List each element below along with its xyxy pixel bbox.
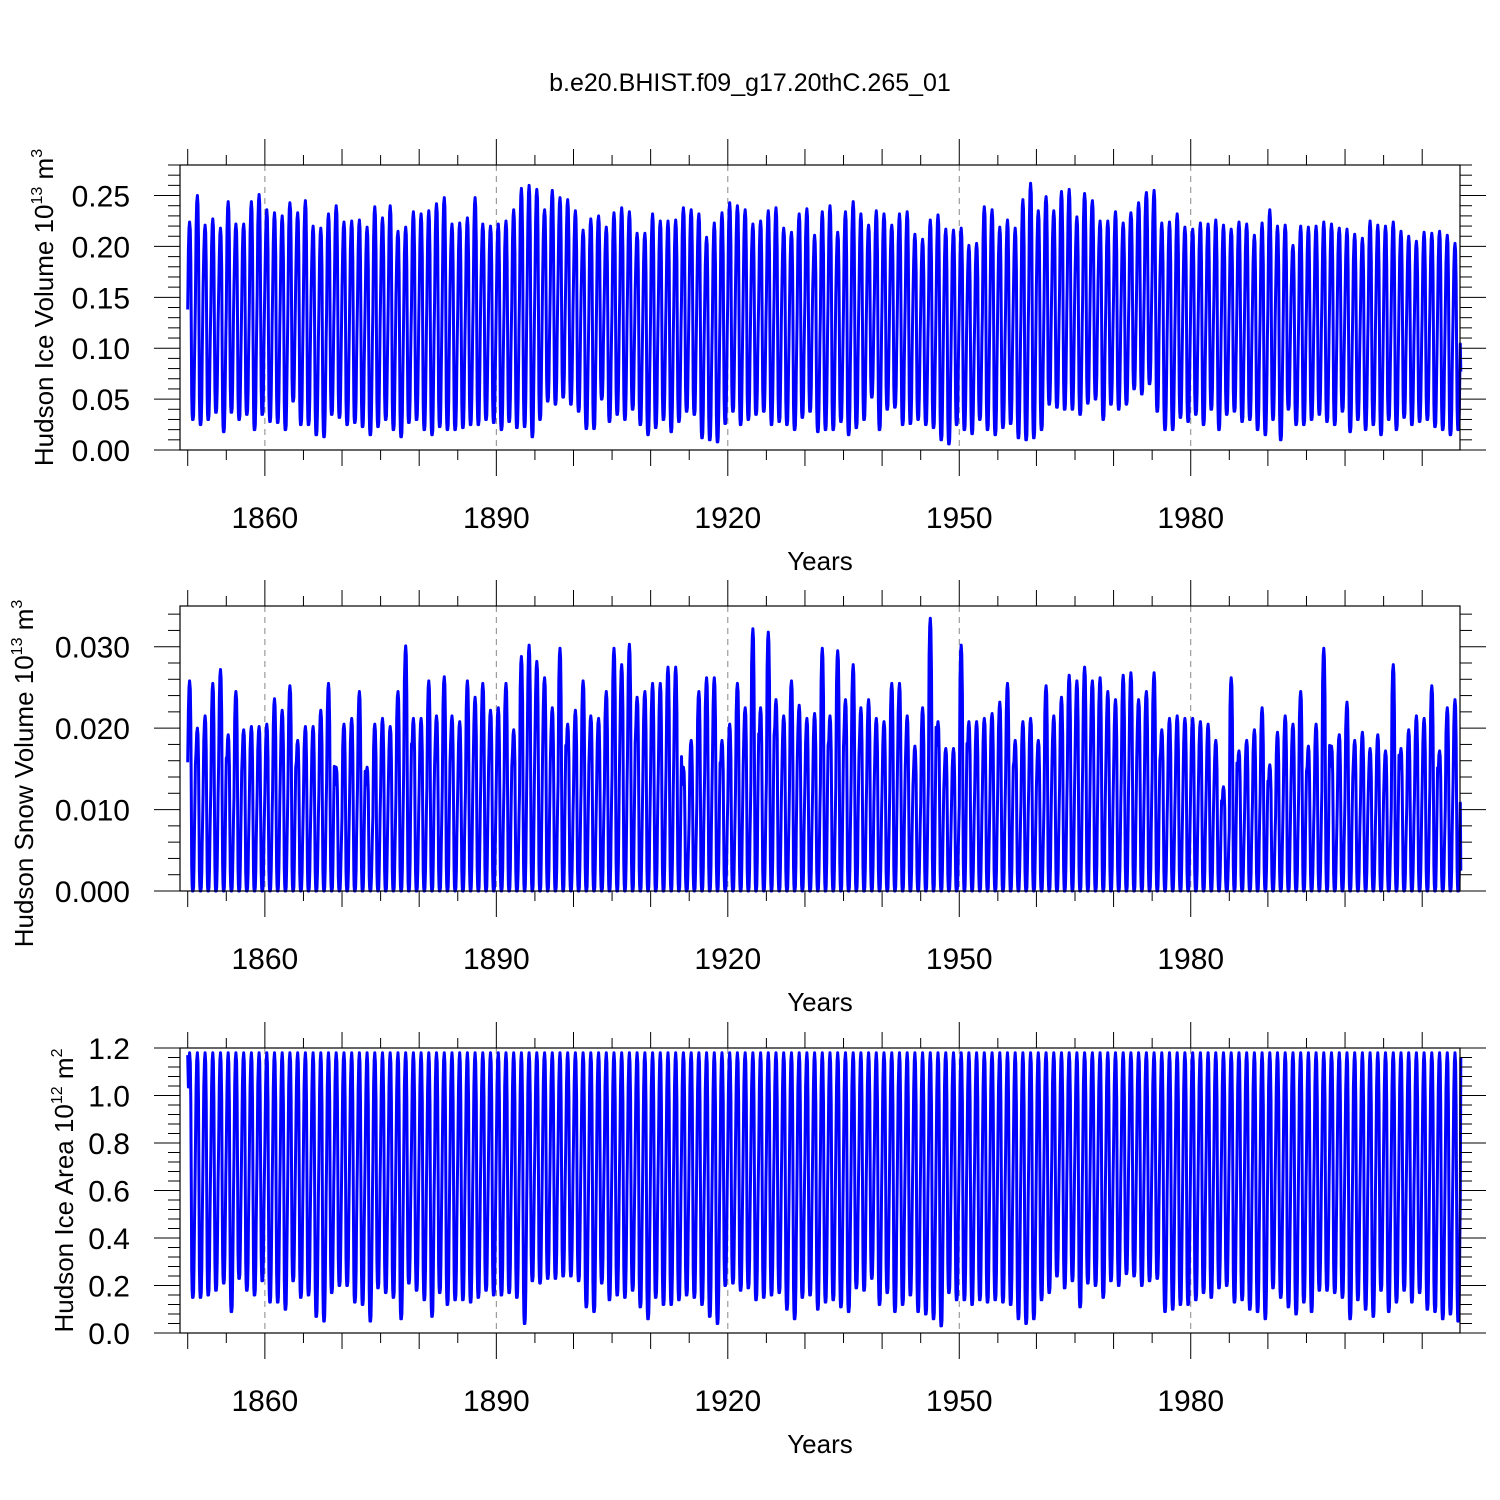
y-tick-label: 0.10 [72, 333, 130, 366]
figure-title: b.e20.BHIST.f09_g17.20thC.265_01 [549, 69, 951, 97]
y-axis-title-text: Hudson Ice Volume 10 [29, 204, 59, 466]
x-tick-label: 1890 [463, 943, 530, 976]
x-tick-label: 1980 [1157, 1385, 1224, 1418]
y-axis-title-text: Hudson Ice Area 10 [49, 1104, 79, 1332]
y-axis-title: Hudson Snow Volume 1013 m3 [9, 600, 39, 948]
series-line [186, 181, 1463, 446]
y-tick-label: 0.25 [72, 181, 130, 214]
y-axis-title-superscript: 13 [29, 187, 46, 205]
y-tick-label: 1.0 [88, 1081, 130, 1114]
panel-1: 1860 1890 1920 1950 1980 0.00 0.05 0.10 0.15 0.20… [29, 139, 1486, 576]
y-tick-label: 0.05 [72, 384, 130, 417]
x-tick-label: 1860 [231, 943, 298, 976]
y-axis-title-superscript: 12 [49, 1086, 66, 1104]
y-tick-label: 0.030 [55, 632, 130, 665]
x-axis-title: Years [787, 546, 853, 576]
y-axis-title-text: m [9, 609, 39, 638]
series-line [186, 616, 1463, 893]
y-tick-label: 0.8 [88, 1128, 130, 1161]
y-tick-label: 0.6 [88, 1176, 130, 1209]
y-axis-title-text: m [49, 1057, 79, 1086]
y-tick-label: 0.000 [55, 876, 130, 909]
x-axis-title: Years [787, 987, 853, 1017]
y-axis-title-superscript: 3 [29, 149, 46, 158]
y-tick-label: 0.0 [88, 1318, 130, 1351]
y-axis-title-text: m [29, 158, 59, 187]
x-tick-label: 1890 [463, 502, 530, 535]
y-axis-title-text: Hudson Snow Volume 10 [9, 655, 39, 947]
plot-frame [179, 605, 1461, 892]
x-tick-label: 1860 [231, 502, 298, 535]
y-axis-title-superscript: 2 [49, 1048, 66, 1057]
y-tick-label: 0.010 [55, 795, 130, 828]
y-tick-label: 0.00 [72, 435, 130, 468]
x-tick-label: 1950 [926, 1385, 993, 1418]
x-tick-label: 1920 [694, 502, 761, 535]
panel-2: 1860 1890 1920 1950 1980 0.000 0.010 0.020 0.030… [9, 580, 1486, 1017]
y-tick-label: 0.20 [72, 231, 130, 264]
x-tick-label: 1860 [231, 1385, 298, 1418]
x-tick-label: 1950 [926, 502, 993, 535]
series-line [186, 1051, 1463, 1328]
y-tick-label: 0.15 [72, 282, 130, 315]
x-axis-title: Years [787, 1429, 853, 1459]
y-tick-label: 1.2 [88, 1033, 130, 1066]
y-tick-label: 0.4 [88, 1223, 130, 1256]
y-axis-title-superscript: 3 [9, 600, 26, 609]
panel-3: 1860 1890 1920 1950 1980 0.0 0.2 0.4 0.6 0.8 1.0 1.… [49, 1022, 1486, 1459]
x-tick-label: 1920 [694, 1385, 761, 1418]
panels: 1860 1890 1920 1950 19800.000.050.100.150.20… [9, 139, 1486, 1459]
y-axis-title: Hudson Ice Volume 1013 m3 [29, 149, 59, 466]
x-tick-label: 1920 [694, 943, 761, 976]
y-axis-title: Hudson Ice Area 1012 m2 [49, 1048, 79, 1332]
x-tick-label: 1980 [1157, 943, 1224, 976]
x-tick-label: 1890 [463, 1385, 530, 1418]
y-tick-label: 0.2 [88, 1271, 130, 1304]
y-tick-label: 0.020 [55, 713, 130, 746]
x-tick-label: 1980 [1157, 502, 1224, 535]
y-axis-title-superscript: 13 [9, 637, 26, 655]
x-tick-label: 1950 [926, 943, 993, 976]
